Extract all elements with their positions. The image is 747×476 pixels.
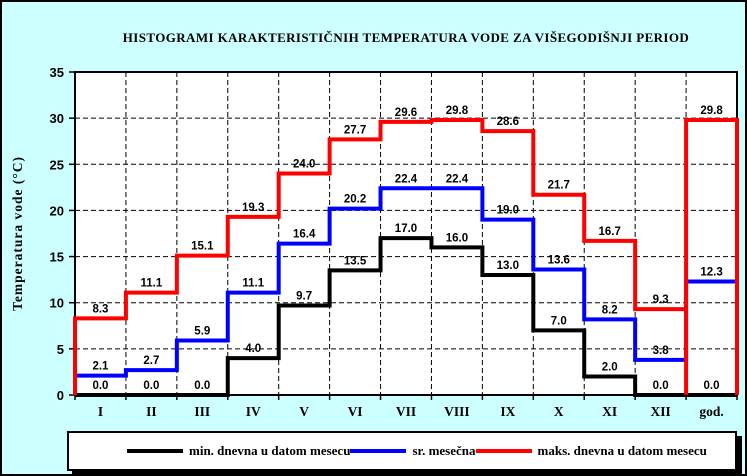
- x-category-label: IX: [500, 404, 515, 419]
- x-category-label: XI: [602, 404, 617, 419]
- series-line-mean: [75, 186, 737, 378]
- legend-item-max: maks. dnevna u datom mesecu: [475, 443, 707, 459]
- value-label-mean: 2.1: [92, 361, 109, 373]
- value-label-mean: 19.0: [497, 205, 519, 217]
- x-category-label: I: [98, 404, 103, 419]
- value-label-mean: 12.3: [700, 266, 722, 278]
- value-label-mean: 2.7: [143, 355, 159, 367]
- value-label-mean: 5.9: [194, 326, 210, 338]
- value-label-min: 0.0: [704, 380, 720, 392]
- y-tick-label: 0: [57, 388, 64, 403]
- x-category-label: X: [554, 404, 564, 419]
- value-label-mean: 8.2: [602, 304, 618, 316]
- value-label-mean: 22.4: [446, 173, 469, 185]
- legend-line-max: [475, 449, 532, 453]
- value-label-max: 21.7: [548, 180, 570, 192]
- series-line-min: [75, 236, 737, 397]
- value-label-min: 16.0: [446, 232, 468, 244]
- value-label-mean: 13.6: [548, 254, 570, 266]
- x-category-label: god.: [699, 404, 723, 419]
- y-tick-label: 25: [50, 157, 64, 172]
- y-tick-label: 10: [50, 296, 64, 311]
- x-category-label: VII: [396, 404, 416, 419]
- legend-label-min: min. dnevna u datom mesecu: [189, 443, 351, 458]
- chart-title: HISTOGRAMI KARAKTERISTIČNIH TEMPERATURA …: [122, 30, 690, 45]
- value-label-mean: 3.8: [653, 345, 670, 357]
- value-label-min: 13.5: [344, 255, 367, 267]
- legend-line-mean: [350, 449, 407, 453]
- value-label-mean: 20.2: [344, 194, 366, 206]
- value-label-max: 29.8: [700, 105, 723, 117]
- legend-item-mean: sr. mesečna: [350, 443, 476, 459]
- value-label-min: 7.0: [551, 315, 567, 327]
- value-label-mean: 11.1: [242, 278, 264, 290]
- x-category-label: IV: [246, 404, 261, 419]
- legend: min. dnevna u datom mesecu sr. mesečna m…: [67, 431, 737, 471]
- value-label-min: 0.0: [143, 380, 159, 392]
- value-label-max: 28.6: [497, 116, 519, 128]
- value-label-max: 24.0: [293, 159, 315, 171]
- x-category-label: VI: [348, 404, 363, 419]
- value-label-min: 13.0: [497, 260, 519, 272]
- value-label-max: 29.6: [395, 107, 417, 119]
- legend-item-min: min. dnevna u datom mesecu: [127, 443, 350, 459]
- value-label-max: 29.8: [446, 105, 469, 117]
- value-label-max: 19.3: [242, 202, 264, 214]
- value-label-max: 11.1: [141, 278, 163, 290]
- value-label-mean: 16.4: [293, 229, 316, 241]
- legend-label-max: maks. dnevna u datom mesecu: [537, 443, 707, 458]
- x-category-label: II: [146, 404, 157, 419]
- y-tick-label: 5: [57, 342, 64, 357]
- value-label-min: 0.0: [194, 380, 210, 392]
- y-tick-label: 30: [50, 111, 64, 126]
- y-tick-label: 20: [50, 203, 64, 218]
- legend-label-mean: sr. mesečna: [412, 443, 476, 458]
- x-category-label: VIII: [444, 404, 470, 419]
- value-label-max: 16.7: [598, 226, 620, 238]
- value-label-min: 0.0: [92, 380, 108, 392]
- value-label-max: 9.3: [653, 294, 669, 306]
- value-label-min: 4.0: [245, 343, 261, 355]
- legend-line-min: [127, 449, 183, 453]
- value-label-min: 9.7: [296, 290, 312, 302]
- value-label-min: 2.0: [602, 362, 618, 374]
- x-category-label: V: [299, 404, 309, 419]
- value-label-max: 15.1: [191, 241, 214, 253]
- x-category-label: XII: [650, 404, 670, 419]
- value-label-max: 27.7: [344, 124, 366, 136]
- y-tick-label: 35: [50, 65, 64, 80]
- value-label-mean: 22.4: [395, 173, 418, 185]
- value-label-min: 17.0: [395, 223, 417, 235]
- x-category-label: III: [194, 404, 210, 419]
- value-label-max: 8.3: [92, 303, 108, 315]
- series-line-max: [73, 117, 739, 395]
- y-tick-label: 15: [50, 250, 64, 265]
- value-label-min: 0.0: [653, 380, 669, 392]
